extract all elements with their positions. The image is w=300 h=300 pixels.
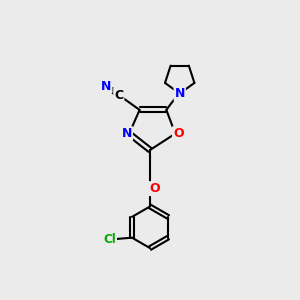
Text: O: O xyxy=(173,127,184,140)
Text: N: N xyxy=(175,87,185,100)
Text: N: N xyxy=(101,80,112,93)
Text: O: O xyxy=(149,182,160,195)
Text: C: C xyxy=(114,88,123,101)
Text: N: N xyxy=(122,127,132,140)
Text: Cl: Cl xyxy=(103,233,116,246)
